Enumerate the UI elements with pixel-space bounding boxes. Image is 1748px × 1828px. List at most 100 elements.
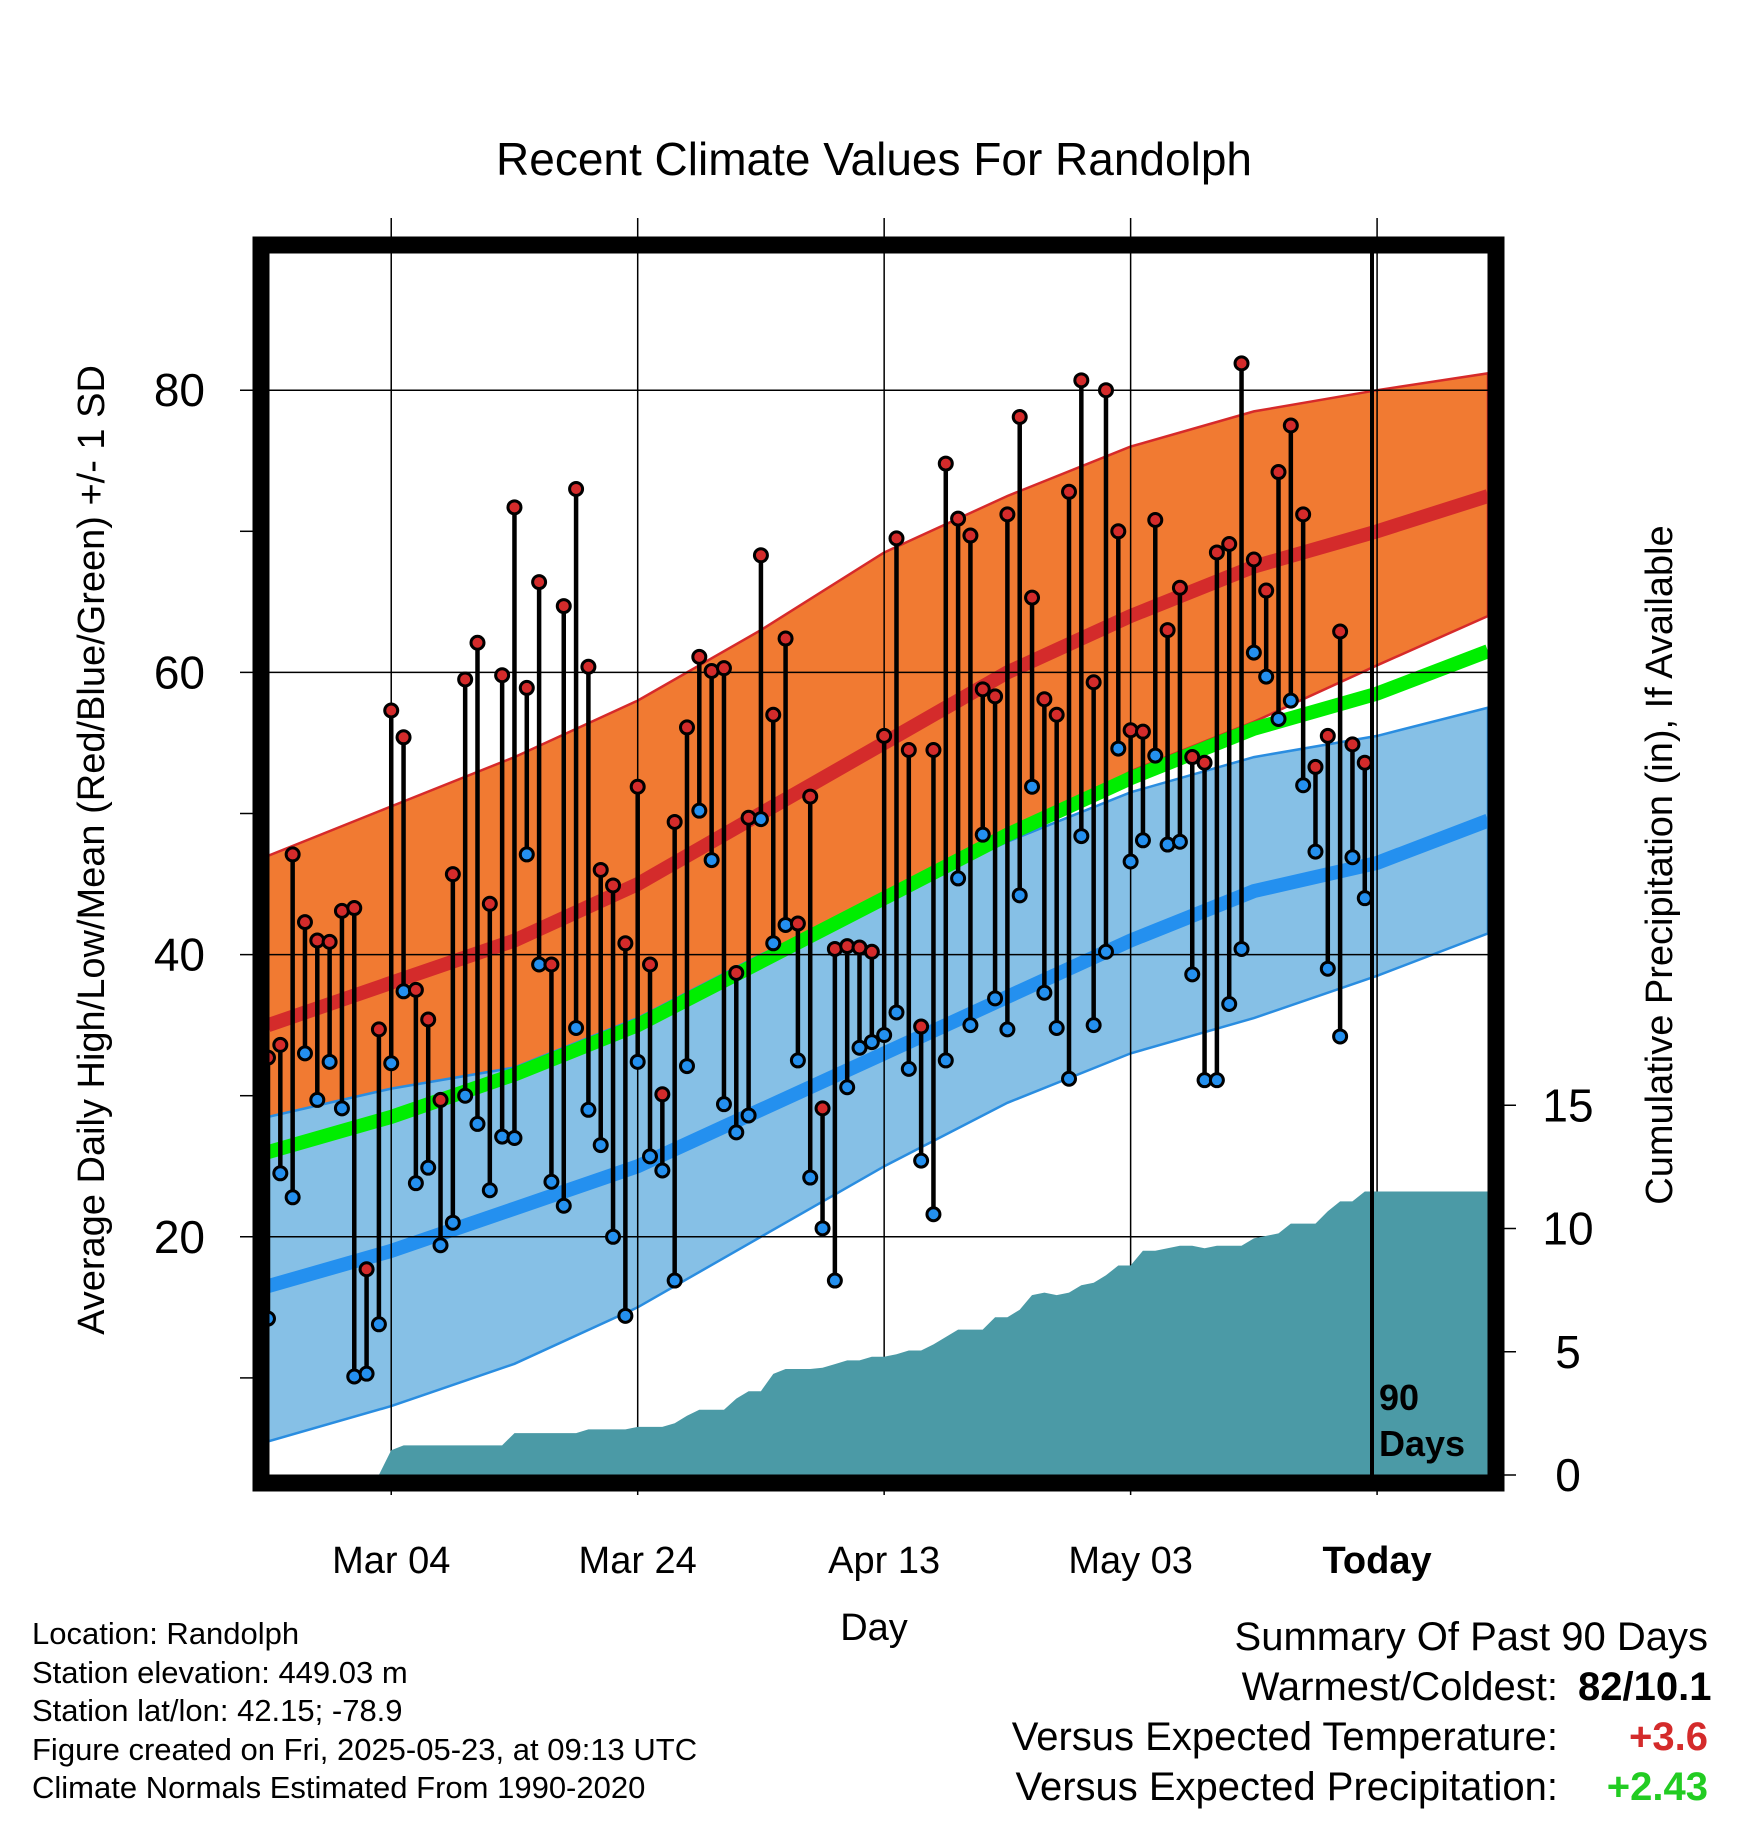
low-point [740,1107,757,1124]
y-axis-label-left: Average Daily High/Low/Mean (Red/Blue/Gr… [71,365,113,1335]
high-point [777,630,794,647]
high-point [1307,758,1324,775]
high-point [1245,551,1262,568]
high-point [1332,623,1349,640]
high-point [605,877,622,894]
low-point [900,1060,917,1077]
low-point [321,1053,338,1070]
high-point [974,681,991,698]
high-point [728,964,745,981]
x-axis-label: Day [840,1607,908,1649]
high-point [407,981,424,998]
high-point [1036,691,1053,708]
normals-text: Climate Normals Estimated From 1990-2020 [32,1770,646,1805]
high-point [987,688,1004,705]
low-point [333,1100,350,1117]
high-point [272,1036,289,1053]
axis-ticks: 20 40 60 80 0 5 10 15 Mar 04 Mar 24 Apr 13 May 03 To… [154,364,1594,1582]
high-point [469,634,486,651]
low-point [543,1173,560,1190]
plot-frame [252,236,1505,1492]
low-point [1270,710,1287,727]
precip-tick-label-5: 5 [1555,1326,1581,1378]
high-point [715,660,732,677]
summary-warmest-row: Warmest/Coldest: 82/10.1 [1012,1662,1712,1712]
low-point [642,1148,659,1165]
low-point [814,1220,831,1237]
low-point [284,1189,301,1206]
daily-range-bars [260,355,1373,1385]
low-point [518,846,535,863]
low-point [1061,1070,1078,1087]
low-point [913,1152,930,1169]
high-point [346,900,363,917]
high-point [999,506,1016,523]
low-point [1024,778,1041,795]
high-point [1184,749,1201,766]
low-point [863,1034,880,1051]
high-point [395,729,412,746]
high-point [950,510,967,527]
high-point [789,915,806,932]
chart-title: Recent Climate Values For Randolph [496,133,1252,185]
created-text: Figure created on Fri, 2025-05-23, at 09… [32,1731,698,1767]
low-point [444,1214,461,1231]
normals-bands [268,372,1488,1443]
high-point [617,935,634,952]
x-tick-label-3: May 03 [1068,1540,1193,1582]
low-point [678,1058,695,1075]
low-point [592,1137,609,1154]
x-tick-label-2: Apr 13 [828,1540,940,1582]
high-point [284,846,301,863]
summary-precip-row: Versus Expected Precipitation: +2.43 [1012,1762,1708,1812]
latlon-text: Station lat/lon: 42.15; -78.9 [32,1693,403,1728]
high-point [888,530,905,547]
low-point [802,1169,819,1186]
high-point [457,671,474,688]
high-point [1073,372,1090,389]
low-point [1085,1017,1102,1034]
low-point [1147,747,1164,764]
low-point [617,1307,634,1324]
station-info: Location: Randolph Station elevation: 44… [32,1615,697,1808]
high-point [494,667,511,684]
low-point [1245,644,1262,661]
low-point [974,826,991,843]
x-tick-label-1: Mar 24 [579,1540,697,1582]
high-point [1011,409,1028,426]
low-point [962,1017,979,1034]
low-point [605,1228,622,1245]
high-point [506,499,523,516]
high-point [1024,589,1041,606]
high-point [937,455,954,472]
low-point [272,1165,289,1182]
low-point [1134,832,1151,849]
low-point [925,1206,942,1223]
low-point [1122,853,1139,870]
precip-area [268,1191,1488,1475]
low-point [1097,943,1114,960]
high-point [420,1011,437,1028]
low-point [950,870,967,887]
high-point [913,1018,930,1035]
summary-temp-row: Versus Expected Temperature: +3.6 [1012,1712,1708,1762]
low-point [826,1272,843,1289]
y-axis-label-right: Cumulative Precipitation (in), If Availa… [1639,525,1681,1204]
low-point [383,1055,400,1072]
high-point [1159,622,1176,639]
low-point [1073,828,1090,845]
low-point [309,1091,326,1108]
high-point [580,658,597,675]
high-point [1295,506,1312,523]
y-tick-label-20: 20 [154,1211,205,1263]
high-point [1282,417,1299,434]
low-point [851,1039,868,1056]
low-point [1208,1072,1225,1089]
low-point [728,1124,745,1141]
today-days-number: 90 [1379,1377,1419,1418]
high-point [962,527,979,544]
low-point [407,1175,424,1192]
precip-label: Versus Expected Precipitation: [1015,1765,1558,1809]
high-point [925,742,942,759]
